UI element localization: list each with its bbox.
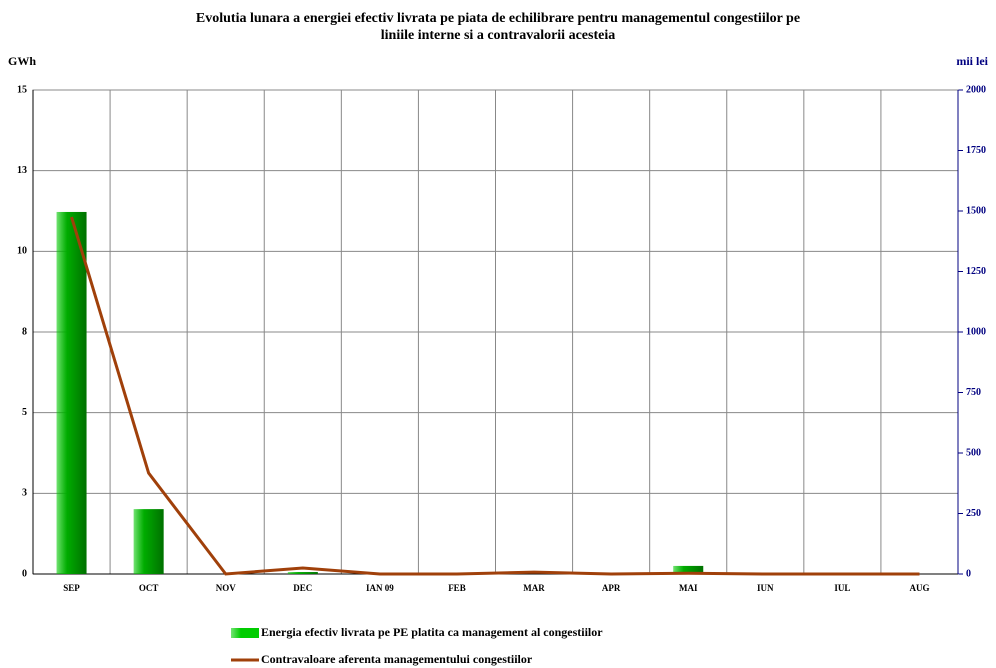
legend-label: Contravaloare aferenta managementului co… [261,652,533,666]
x-tick-label: FEB [448,583,466,593]
y-tick-label: 0 [22,568,27,579]
y2-tick-label: 0 [966,568,971,579]
y2-tick-label: 1500 [966,205,986,216]
y2-tick-label: 1250 [966,266,986,277]
x-tick-label: DEC [293,583,312,593]
x-tick-label: OCT [139,583,159,593]
x-tick-label: NOV [216,583,237,593]
y2-tick-label: 250 [966,508,981,519]
y-tick-label: 13 [17,165,27,176]
x-tick-label: MAI [679,583,698,593]
x-tick-label: MAR [523,583,545,593]
y-tick-label: 8 [22,326,27,337]
x-tick-label: SEP [63,583,80,593]
y-tick-label: 15 [17,84,27,95]
y2-tick-label: 2000 [966,84,986,95]
line [70,216,920,576]
y-tick-label: 5 [22,407,27,418]
legend-swatch [231,628,259,638]
y2-tick-label: 1000 [966,326,986,337]
x-tick-label: IAN 09 [366,583,394,593]
x-tick-label: IUN [757,583,774,593]
x-tick-label: IUL [834,583,850,593]
x-tick-label: AUG [909,583,929,593]
chart-subtitle: liniile interne si a contravalorii acest… [381,28,615,43]
chart-title: Evolutia lunara a energiei efectiv livra… [196,11,800,26]
legend-label: Energia efectiv livrata pe PE platita ca… [261,625,603,639]
y2-axis-label: mii lei [956,54,988,68]
y2-tick-label: 750 [966,387,981,398]
y2-tick-label: 1750 [966,145,986,156]
y2-tick-label: 500 [966,447,981,458]
y-tick-label: 3 [22,488,27,499]
y-tick-label: 10 [17,246,27,257]
y-axis-label: GWh [8,54,36,68]
x-tick-label: APR [602,583,621,593]
